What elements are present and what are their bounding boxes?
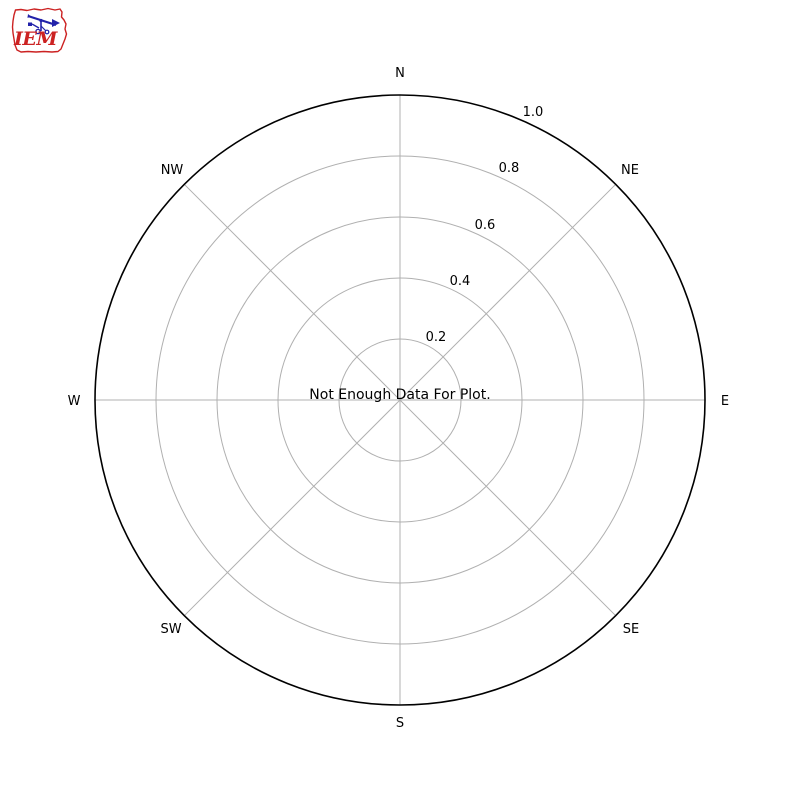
dir-label-se: SE: [623, 622, 639, 637]
radial-tick-0.8: 0.8: [499, 161, 520, 176]
iem-logo-graphic: [11, 7, 68, 53]
outer-boundary-circle: [94, 94, 706, 706]
radial-tick-1.0: 1.0: [523, 105, 544, 120]
angular-gridlines: [95, 95, 705, 705]
spoke-SE: [399, 399, 617, 617]
dir-label-s: S: [396, 716, 404, 731]
radial-tick-0.4: 0.4: [450, 274, 471, 289]
spoke-NW: [183, 183, 401, 401]
spoke-SW: [183, 399, 401, 617]
spoke-NE: [399, 183, 617, 401]
dir-label-n: N: [395, 66, 405, 81]
anemometer-icon: [27, 14, 60, 35]
dir-label-nw: NW: [161, 163, 184, 178]
dir-label-e: E: [721, 394, 729, 409]
radial-tick-0.6: 0.6: [475, 218, 496, 233]
iem-logo[interactable]: IEM: [8, 4, 72, 56]
iem-logo-text: IEM: [14, 28, 57, 50]
dir-label-w: W: [68, 394, 81, 409]
radial-tick-0.2: 0.2: [426, 330, 447, 345]
iowa-state-outline-icon: [11, 7, 68, 53]
no-data-message: Not Enough Data For Plot.: [309, 387, 490, 403]
dir-label-sw: SW: [160, 622, 181, 637]
dir-label-ne: NE: [621, 163, 639, 178]
